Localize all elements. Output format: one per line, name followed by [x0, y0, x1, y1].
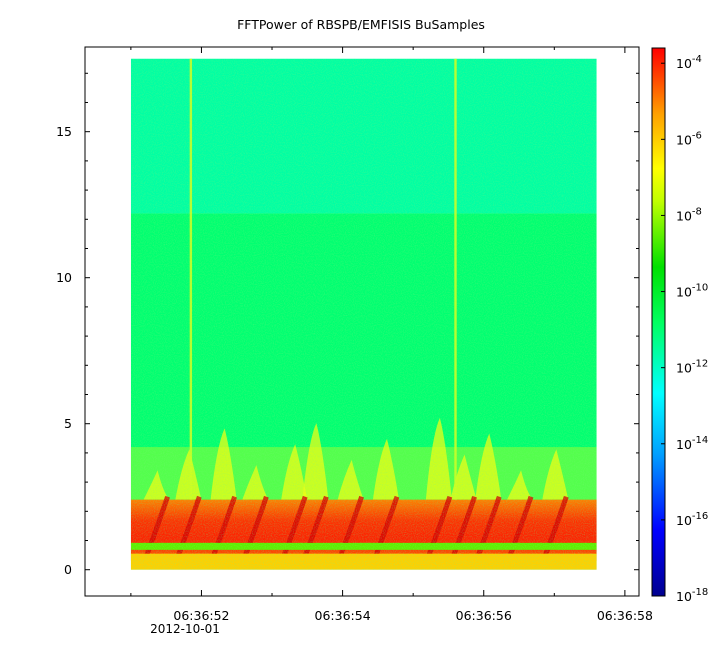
chart-title: FFTPower of RBSPB/EMFISIS BuSamples — [237, 17, 485, 32]
y-tick-label: 0 — [64, 562, 72, 577]
colorbar-tick-label: 10-10 — [676, 283, 708, 300]
colorbar-tick-label: 10-4 — [676, 54, 702, 71]
y-axis: 0 5 10 15 — [56, 72, 639, 577]
x-axis: 06:36:52 06:36:54 06:36:56 06:36:58 — [130, 47, 653, 623]
colorbar-tick-label: 10-16 — [676, 511, 708, 528]
x-tick-label: 06:36:56 — [456, 608, 512, 623]
y-tick-label: 15 — [56, 124, 72, 139]
x-tick-label: 06:36:58 — [597, 608, 653, 623]
colorbar-axis: 10-4 10-6 10-8 10-10 10-12 10-14 10-16 10-18 — [661, 54, 708, 604]
x-axis-date-label: 2012-10-01 — [150, 622, 220, 636]
y-tick-label: 5 — [64, 416, 72, 431]
y-tick-label: 10 — [56, 270, 72, 285]
x-tick-label: 06:36:52 — [173, 608, 229, 623]
colorbar-tick-label: 10-18 — [676, 587, 708, 604]
x-tick-label: 06:36:54 — [315, 608, 371, 623]
colorbar — [651, 47, 666, 597]
spectrogram-image — [130, 58, 597, 570]
colorbar-tick-label: 10-12 — [676, 359, 708, 376]
colorbar-tick-label: 10-6 — [676, 130, 702, 147]
colorbar-tick-label: 10-14 — [676, 435, 708, 452]
colorbar-tick-label: 10-8 — [676, 206, 702, 223]
noise-texture — [130, 58, 597, 570]
